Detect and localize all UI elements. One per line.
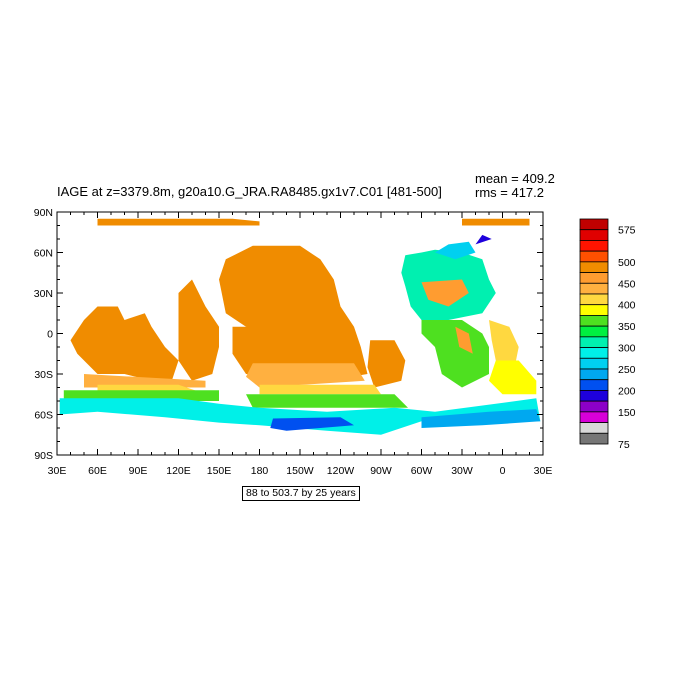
region-atlantic-east (489, 360, 537, 395)
colorbar-swatch (579, 390, 609, 402)
region-labrador (435, 241, 476, 260)
colorbar: 575 500 450 400 350 300 250 200 150 75 (579, 218, 636, 451)
colorbar-swatch (579, 422, 609, 434)
region-s-pacific-yellow (259, 384, 381, 395)
x-tick-label: 120E (166, 465, 191, 477)
colorbar-swatch (579, 229, 609, 241)
colorbar-swatch (579, 250, 609, 263)
colorbar-label: 150 (618, 407, 636, 419)
y-tick-label: 90S (34, 450, 53, 462)
colorbar-swatch (579, 218, 609, 231)
ocean-field (59, 218, 541, 435)
colorbar-swatch (579, 368, 609, 381)
x-tick-label: 30E (534, 465, 553, 477)
colorbar-swatch (579, 315, 609, 327)
colorbar-swatch (579, 325, 609, 338)
region-atlantic-orange (421, 279, 469, 307)
region-weddell-blue (421, 409, 541, 428)
colorbar-swatch (579, 304, 609, 316)
chart-title: IAGE at z=3379.8m, g20a10.G_JRA.RA8485.g… (57, 184, 442, 199)
colorbar-swatch (579, 293, 609, 306)
colorbar-swatch (579, 379, 609, 391)
y-tick-label: 30N (34, 288, 53, 300)
colorbar-swatch (579, 282, 609, 295)
x-tick-label: 150E (207, 465, 232, 477)
colorbar-label: 450 (618, 278, 636, 290)
x-tick-label: 90W (370, 465, 392, 477)
region-indian-south (84, 374, 206, 388)
colorbar-swatch (579, 336, 609, 348)
rms-label: rms = 417.2 (475, 185, 545, 200)
region-arctic-east (462, 218, 530, 226)
x-tick-label: 120W (327, 465, 355, 477)
x-tick-label: 60W (411, 465, 433, 477)
colorbar-label: 200 (618, 385, 636, 397)
region-deep-blue (270, 417, 354, 431)
x-tick-label: 60E (88, 465, 107, 477)
region-indian-ocean (70, 306, 179, 381)
region-pacific-south (246, 363, 365, 388)
x-tick-label: 90E (129, 465, 148, 477)
y-tick-label: 0 (47, 329, 53, 341)
colorbar-swatch (579, 261, 609, 273)
colorbar-swatch (579, 432, 609, 445)
colorbar-label: 350 (618, 321, 636, 333)
colorbar-label: 575 (618, 225, 636, 237)
y-tick-label: 60S (34, 410, 53, 422)
region-atlantic-orange-2 (455, 326, 473, 354)
y-tick-label: 30S (34, 369, 53, 381)
colorbar-label: 75 (618, 439, 630, 451)
x-tick-label: 150W (286, 465, 314, 477)
colorbar-label: 500 (618, 257, 636, 269)
region-s-pacific-green (246, 394, 408, 408)
colorbar-swatch (579, 411, 609, 423)
mean-label: mean = 409.2 (475, 171, 555, 186)
x-axis: 30E 60E 90E 120E 150E 180 150W 120W 90W 60W 30W 0 30… (48, 212, 553, 477)
region-east-pacific (367, 340, 406, 388)
region-atlantic-mid (421, 320, 489, 388)
colorbar-swatch (579, 347, 609, 359)
y-axis: 90N 60N 30N 0 30S 60S 90S (34, 207, 543, 462)
region-west-pacific (178, 279, 219, 381)
colorbar-swatch (579, 272, 609, 284)
x-tick-label: 0 (500, 465, 506, 477)
colorbar-label: 400 (618, 300, 636, 312)
colorbar-swatch (579, 400, 609, 413)
region-southern-ocean (59, 398, 541, 435)
region-arctic (97, 218, 260, 226)
region-north-pacific (219, 245, 354, 341)
colorbar-label: 300 (618, 343, 636, 355)
colorbar-label: 250 (618, 364, 636, 376)
y-tick-label: 60N (34, 248, 53, 260)
colorbar-swatch (579, 240, 609, 252)
x-tick-label: 30E (48, 465, 67, 477)
x-tick-label: 30W (451, 465, 473, 477)
x-tick-label: 180 (251, 465, 269, 477)
y-tick-label: 90N (34, 207, 53, 219)
region-nordic (475, 234, 492, 245)
colorbar-swatch (579, 357, 609, 370)
contour-info-box: 88 to 503.7 by 25 years (242, 486, 360, 501)
